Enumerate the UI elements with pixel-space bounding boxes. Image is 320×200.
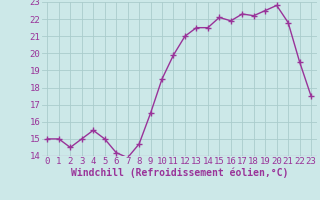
X-axis label: Windchill (Refroidissement éolien,°C): Windchill (Refroidissement éolien,°C) — [70, 168, 288, 178]
